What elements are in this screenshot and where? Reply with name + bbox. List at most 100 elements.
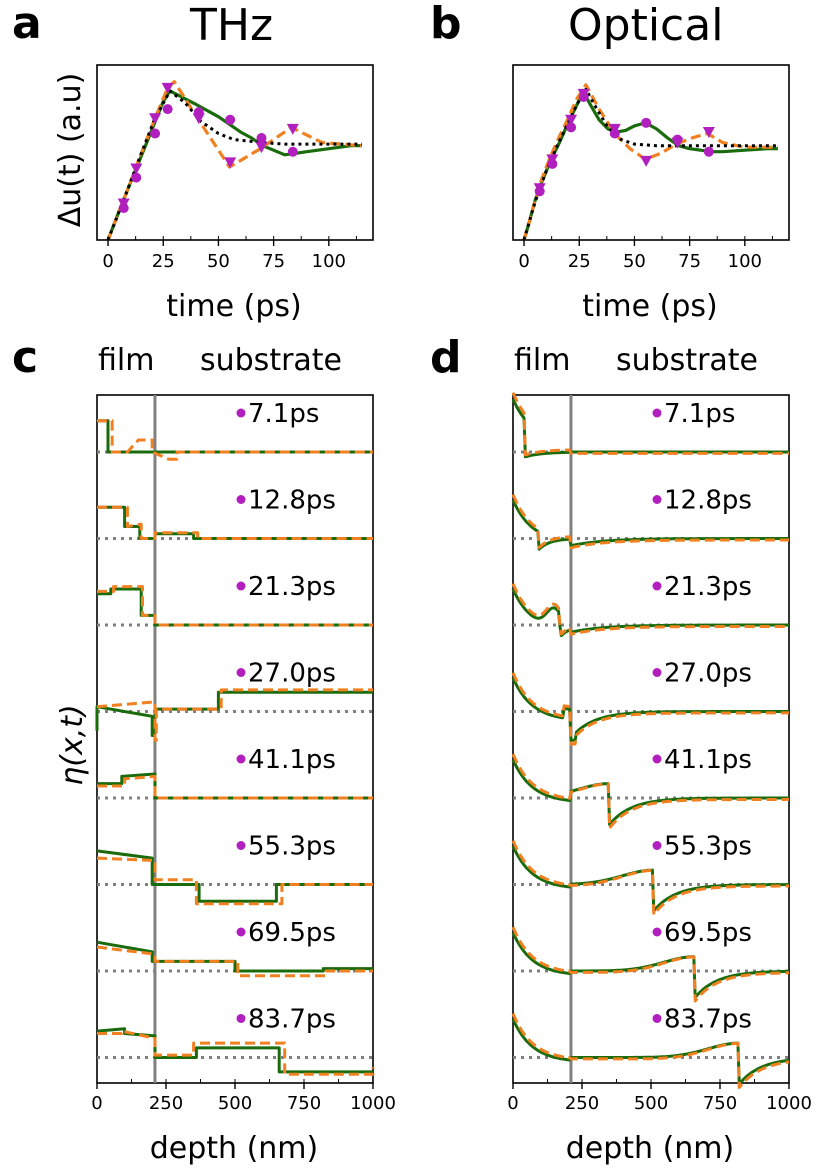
x-tick-label-d: 250: [565, 1093, 599, 1114]
trace-green-d: [511, 398, 790, 459]
triangle-marker-a: [286, 123, 299, 135]
series-orange-dashed-b: [522, 83, 778, 241]
trace-green-c: [96, 849, 373, 903]
xlabel-time-a: time (ps): [166, 289, 301, 324]
trace-orange-d: [511, 672, 790, 746]
time-marker-dot-d: [652, 754, 662, 764]
time-label-d: 7.1ps: [664, 399, 735, 429]
panel-title-a: THz: [189, 0, 273, 51]
trace-orange-d: [511, 391, 790, 457]
xlabel-depth-d: depth (nm): [566, 1131, 735, 1166]
trace-orange-c: [96, 945, 373, 978]
x-tick-label-d: 0: [507, 1093, 518, 1114]
x-tick-label-b: 50: [623, 251, 646, 272]
plot-area-d: 7.1ps 12.8ps 21.3ps 27.0ps 41.1ps 55.3ps 69.5p…: [511, 391, 790, 1089]
substrate-header-d: substrate: [616, 343, 758, 378]
plot-area-b: [522, 83, 778, 241]
trace-orange-c: [97, 585, 373, 627]
time-label-d: 55.3ps: [664, 832, 752, 862]
circle-marker-a: [256, 133, 267, 144]
trace-orange-d: [511, 926, 790, 1003]
x-tick-label-a: 75: [262, 251, 285, 272]
x-tick-label-a: 25: [152, 251, 175, 272]
trace-green-c: [97, 419, 373, 454]
trace-orange-c: [96, 856, 373, 906]
time-marker-dot-d: [652, 841, 662, 850]
trace-orange-d: [511, 753, 790, 830]
ylabel-depth: η(x,t): [55, 704, 90, 785]
triangle-marker-b: [577, 88, 590, 100]
trace-green-c: [96, 1027, 373, 1074]
substrate-header-c: substrate: [200, 343, 342, 378]
triangle-marker-b: [671, 137, 684, 149]
trace-orange-c: [96, 688, 373, 742]
circle-marker-b: [703, 146, 714, 157]
time-marker-dot-c: [236, 581, 246, 591]
trace-orange-c: [97, 419, 373, 461]
triangle-marker-a: [224, 157, 237, 169]
panel-title-b: Optical: [568, 0, 723, 51]
series-orange-dashed-a: [106, 80, 363, 241]
panel-letter-b: b: [430, 0, 462, 49]
circle-marker-a: [162, 104, 173, 115]
trace-orange-d: [511, 1012, 790, 1089]
plot-area-a: [106, 80, 363, 241]
triangle-marker-b: [702, 126, 715, 138]
x-tick-label-d: 500: [634, 1093, 668, 1114]
plot-area-c: 7.1ps 12.8ps 21.3ps 27.0ps 41.1ps 55.3ps 69.5p…: [95, 395, 375, 1083]
series-green-solid-b: [522, 90, 778, 241]
circle-marker-b: [566, 122, 577, 133]
film-header-d: film: [514, 343, 570, 378]
time-marker-dot-c: [236, 1014, 246, 1023]
time-marker-dot-d: [652, 927, 662, 937]
triangle-marker-b: [640, 155, 653, 167]
time-label-d: 69.5ps: [664, 918, 752, 948]
time-label-d: 27.0ps: [664, 659, 752, 689]
time-marker-dot-c: [236, 927, 246, 937]
x-tick-label-d: 1000: [766, 1093, 812, 1114]
x-tick-label-c: 1000: [350, 1093, 396, 1114]
panel-letter-c: c: [12, 332, 38, 383]
x-tick-label-a: 0: [102, 251, 113, 272]
triangle-marker-b: [565, 114, 578, 126]
time-label-d: 21.3ps: [664, 572, 752, 602]
x-tick-label-a: 100: [312, 251, 346, 272]
xlabel-depth-c: depth (nm): [150, 1131, 319, 1166]
x-tick-label-b: 75: [678, 251, 701, 272]
triangle-marker-b: [546, 154, 559, 166]
time-marker-dot-c: [236, 408, 246, 418]
trace-green-c: [96, 940, 373, 973]
time-marker-dot-d: [652, 408, 662, 418]
x-tick-label-c: 0: [91, 1093, 102, 1114]
axes-frame-a: [96, 64, 374, 241]
x-tick-label-a: 50: [207, 251, 230, 272]
trace-orange-c: [97, 774, 373, 800]
time-marker-dot-d: [652, 668, 662, 677]
x-tick-label-b: 100: [728, 251, 762, 272]
triangle-marker-a: [149, 113, 162, 125]
panel-letter-d: d: [430, 332, 462, 383]
circle-marker-a: [131, 172, 142, 183]
x-tick-label-b: 0: [518, 251, 529, 272]
time-marker-dot-d: [652, 1014, 662, 1023]
circle-marker-b: [641, 117, 652, 128]
trace-orange-d: [511, 493, 790, 550]
time-marker-dot-d: [652, 581, 662, 591]
time-label-c: 27.0ps: [248, 659, 336, 689]
trace-orange-c: [97, 1029, 375, 1076]
triangle-marker-a: [161, 82, 174, 94]
x-tick-label-d: 750: [703, 1093, 737, 1114]
time-label-c: 55.3ps: [248, 832, 336, 862]
trace-green-c: [95, 690, 373, 737]
time-label-d: 12.8ps: [664, 486, 752, 516]
x-tick-label-c: 750: [287, 1093, 321, 1114]
time-label-c: 12.8ps: [248, 486, 336, 516]
triangle-marker-a: [192, 113, 205, 125]
trace-orange-c: [97, 505, 373, 540]
time-marker-dot-c: [236, 668, 246, 677]
time-marker-dot-c: [236, 495, 246, 504]
triangle-marker-a: [255, 142, 268, 154]
time-label-c: 21.3ps: [248, 572, 336, 602]
circle-marker-a: [287, 146, 298, 157]
